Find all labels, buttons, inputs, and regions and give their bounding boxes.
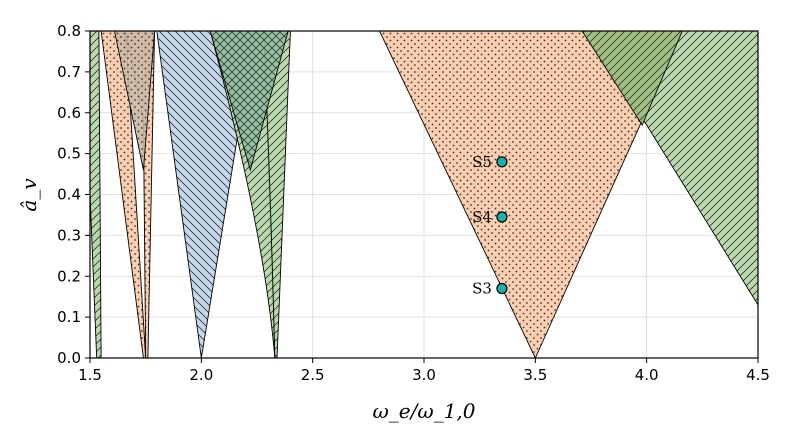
region-hatch	[101, 31, 146, 358]
y-tick-label: 0.2	[57, 267, 81, 285]
region-edge	[100, 31, 147, 358]
point-marker	[496, 156, 508, 168]
region-hatch	[114, 31, 155, 170]
region-edge	[90, 31, 102, 358]
region-hatch	[582, 31, 683, 126]
region-edge	[209, 31, 289, 172]
x-axis-label: ω_e/ω_1,0	[373, 399, 476, 423]
point-label: S4	[472, 208, 492, 226]
region-edge	[581, 31, 683, 126]
region-hatch	[156, 31, 255, 358]
point-marker	[496, 211, 508, 223]
y-tick-label: 0.5	[57, 145, 81, 163]
region-hatch	[90, 31, 102, 358]
y-axis-label: â_v	[17, 178, 41, 212]
region-hatch	[210, 31, 289, 170]
region-edge	[114, 31, 156, 171]
y-tick-label: 0.4	[57, 186, 81, 204]
y-tick-label: 0.6	[57, 104, 81, 122]
x-tick-label: 1.5	[78, 366, 102, 384]
x-tick-label: 2.5	[301, 366, 325, 384]
region-hatch	[379, 31, 683, 358]
x-tick-label: 3.5	[523, 366, 547, 384]
data-points: S5 S4 S3	[472, 153, 508, 298]
region-edge	[156, 31, 256, 358]
x-tick-label: 2.0	[189, 366, 213, 384]
region-hatch	[582, 31, 758, 305]
y-axis-ticks: 0.0 0.1 0.2 0.3 0.4 0.5 0.6 0.7 0.8	[57, 22, 90, 367]
region-edge	[378, 31, 683, 358]
region-hatch	[263, 31, 291, 358]
x-axis-ticks: 1.5 2.0 2.5 3.0 3.5 4.0 4.5	[78, 358, 770, 384]
y-tick-label: 0.8	[57, 22, 81, 40]
region-edge	[125, 31, 156, 358]
point-label: S3	[472, 280, 492, 298]
x-tick-label: 4.0	[635, 366, 659, 384]
instability-regions	[90, 31, 758, 358]
y-tick-label: 0.7	[57, 63, 81, 81]
y-tick-label: 0.3	[57, 226, 81, 244]
x-tick-label: 3.0	[412, 366, 436, 384]
point-marker	[496, 282, 508, 295]
y-tick-label: 0.0	[57, 349, 81, 367]
point-label: S5	[472, 153, 492, 171]
y-tick-label: 0.1	[57, 308, 81, 326]
x-tick-label: 4.5	[746, 366, 770, 384]
